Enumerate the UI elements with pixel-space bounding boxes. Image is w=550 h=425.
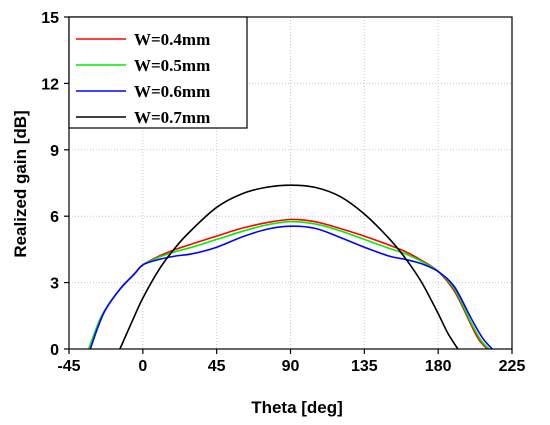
x-axis-label: Theta [deg] bbox=[251, 398, 343, 417]
x-tick-label: 225 bbox=[499, 358, 526, 375]
y-tick-label: 9 bbox=[50, 143, 59, 160]
legend-label-1: W=0.4mm bbox=[134, 30, 210, 49]
x-tick-label: 45 bbox=[208, 358, 226, 375]
y-tick-label: 15 bbox=[41, 10, 59, 27]
series-line-1 bbox=[87, 218, 488, 350]
legend-label-2: W=0.5mm bbox=[134, 56, 210, 75]
x-tick-label: 135 bbox=[351, 358, 378, 375]
x-tick-label: 180 bbox=[425, 358, 452, 375]
series-line-4 bbox=[119, 184, 459, 350]
legend-label-4: W=0.7mm bbox=[134, 108, 210, 127]
x-tick-label: 0 bbox=[138, 358, 147, 375]
axis-ticks bbox=[64, 16, 513, 354]
x-tick-label: -45 bbox=[57, 358, 80, 375]
legend: W=0.4mm W=0.5mm W=0.6mm W=0.7mm bbox=[68, 16, 248, 129]
series-line-2 bbox=[87, 220, 490, 350]
legend-label-3: W=0.6mm bbox=[134, 82, 210, 101]
legend-box bbox=[68, 16, 248, 129]
series-layer bbox=[87, 184, 493, 350]
y-tick-label: 12 bbox=[41, 76, 59, 93]
y-tick-label: 6 bbox=[50, 209, 59, 226]
y-axis-label: Realized gain [dB] bbox=[11, 110, 30, 257]
y-tick-label: 3 bbox=[50, 276, 59, 293]
x-tick-label: 90 bbox=[282, 358, 300, 375]
grid-lines bbox=[69, 17, 512, 349]
y-tick-label: 0 bbox=[50, 342, 59, 359]
series-line-3 bbox=[89, 225, 493, 350]
